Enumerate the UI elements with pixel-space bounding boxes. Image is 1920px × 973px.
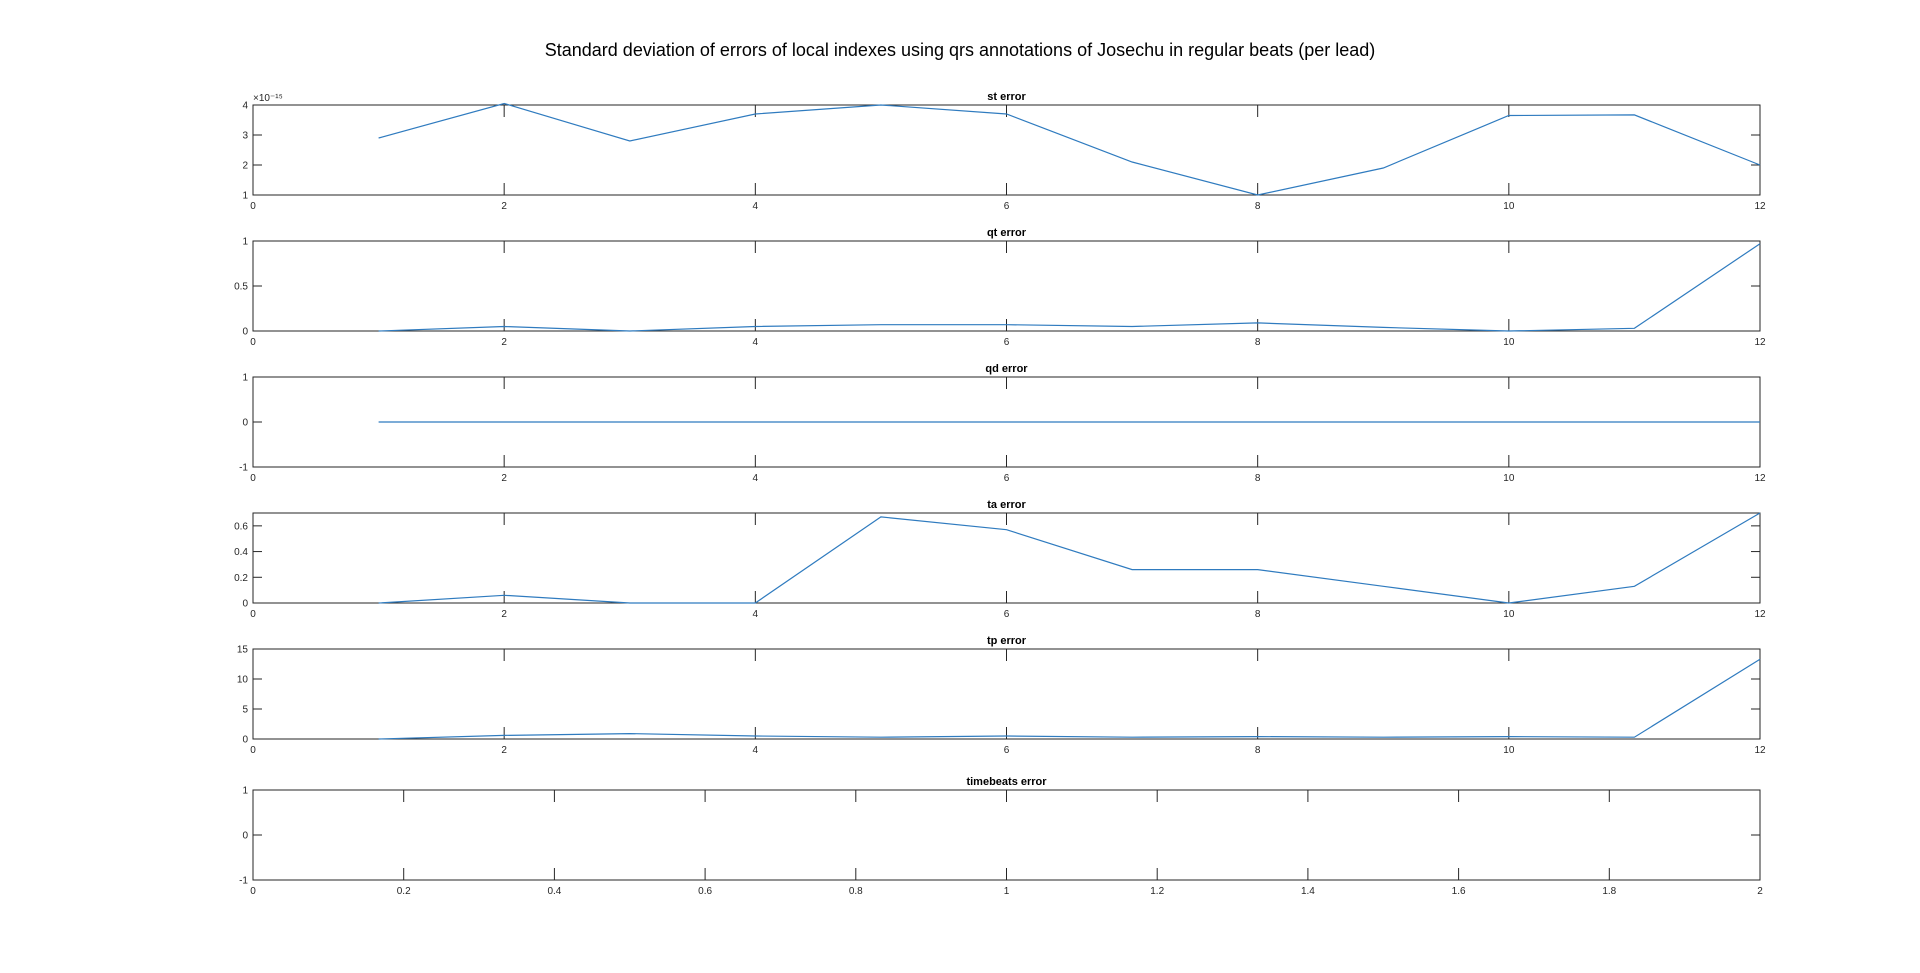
y-tick-label: 1 xyxy=(242,191,248,202)
y-tick-label: 0 xyxy=(242,831,248,842)
x-tick-label: 8 xyxy=(1255,473,1261,484)
x-tick-label: 12 xyxy=(1754,201,1766,212)
axes-box xyxy=(252,240,1761,332)
y-tick-label: 0.4 xyxy=(234,547,248,558)
axes-box xyxy=(252,789,1761,881)
axes-box xyxy=(252,512,1761,604)
y-tick-label: -1 xyxy=(239,876,248,887)
x-tick-label: 4 xyxy=(753,473,759,484)
x-tick-label: 12 xyxy=(1754,609,1766,620)
x-tick-label: 2 xyxy=(501,337,507,348)
subplot-title: st error xyxy=(987,91,1026,103)
y-tick-label: 0 xyxy=(242,327,248,338)
axes-box xyxy=(252,648,1761,740)
y-tick-label: 4 xyxy=(242,101,248,112)
y-tick-label: 0.2 xyxy=(234,573,248,584)
x-tick-label: 1 xyxy=(1004,886,1010,897)
y-tick-label: 0.5 xyxy=(234,282,248,293)
x-tick-label: 0.8 xyxy=(849,886,863,897)
x-tick-label: 10 xyxy=(1503,609,1515,620)
x-tick-label: 1.2 xyxy=(1150,886,1164,897)
subplot-title: tp error xyxy=(987,635,1027,647)
subplot-title: timebeats error xyxy=(966,776,1047,788)
x-tick-label: 0 xyxy=(250,201,256,212)
y-tick-label: 0 xyxy=(242,599,248,610)
x-tick-label: 1.8 xyxy=(1602,886,1616,897)
y-tick-label: 1 xyxy=(242,786,248,797)
series-line xyxy=(378,658,1761,740)
y-tick-label: -1 xyxy=(239,463,248,474)
y-tick-label: 5 xyxy=(242,705,248,716)
x-tick-label: 4 xyxy=(753,337,759,348)
x-tick-label: 0 xyxy=(250,609,256,620)
subplot-5: tp error 0 2 4 6 8 10 12 0 5 10 15 xyxy=(237,635,1766,756)
x-tick-label: 4 xyxy=(753,745,759,756)
y-tick-label: 15 xyxy=(237,645,249,656)
x-tick-label: 10 xyxy=(1503,201,1515,212)
x-tick-label: 2 xyxy=(501,201,507,212)
x-tick-label: 8 xyxy=(1255,745,1261,756)
axes-box xyxy=(252,104,1761,196)
subplot-title: ta error xyxy=(987,499,1026,511)
x-tick-label: 4 xyxy=(753,609,759,620)
x-tick-label: 2 xyxy=(501,745,507,756)
x-tick-label: 10 xyxy=(1503,337,1515,348)
x-tick-label: 6 xyxy=(1004,609,1010,620)
x-tick-label: 10 xyxy=(1503,473,1515,484)
y-tick-label: 1 xyxy=(242,237,248,248)
y-tick-label: 10 xyxy=(237,675,249,686)
x-tick-label: 8 xyxy=(1255,337,1261,348)
x-tick-label: 6 xyxy=(1004,337,1010,348)
y-tick-label: 2 xyxy=(242,161,248,172)
x-tick-label: 0 xyxy=(250,886,256,897)
x-tick-label: 2 xyxy=(501,609,507,620)
x-tick-label: 0 xyxy=(250,745,256,756)
subplot-2: qt error 0 2 4 6 8 10 12 0 0.5 1 xyxy=(234,227,1766,348)
x-tick-label: 12 xyxy=(1754,337,1766,348)
series-line xyxy=(378,243,1761,332)
x-tick-label: 8 xyxy=(1255,609,1261,620)
x-tick-label: 0 xyxy=(250,473,256,484)
x-tick-label: 8 xyxy=(1255,201,1261,212)
x-tick-label: 12 xyxy=(1754,745,1766,756)
x-tick-label: 6 xyxy=(1004,201,1010,212)
y-tick-label: 0.6 xyxy=(234,521,248,532)
y-tick-label: 0 xyxy=(242,418,248,429)
x-tick-label: 10 xyxy=(1503,745,1515,756)
subplot-4: ta error 0 2 4 6 8 10 12 0 0.2 0.4 0.6 xyxy=(234,499,1766,620)
x-tick-label: 6 xyxy=(1004,745,1010,756)
x-tick-label: 0 xyxy=(250,337,256,348)
x-tick-label: 1.4 xyxy=(1301,886,1315,897)
series-line xyxy=(378,512,1761,604)
x-tick-label: 1.6 xyxy=(1452,886,1466,897)
x-tick-label: 2 xyxy=(1757,886,1763,897)
subplot-6: timebeats error 0 0.2 0.4 0.6 0.8 1 1.2 1.4 1.6 1.… xyxy=(239,776,1763,897)
y-tick-label: 1 xyxy=(242,373,248,384)
x-tick-label: 2 xyxy=(501,473,507,484)
x-tick-label: 4 xyxy=(753,201,759,212)
figure-title: Standard deviation of errors of local in… xyxy=(545,40,1376,60)
y-exponent-label: ×10⁻¹⁵ xyxy=(253,93,283,104)
x-tick-label: 0.6 xyxy=(698,886,712,897)
x-tick-label: 12 xyxy=(1754,473,1766,484)
subplot-title: qt error xyxy=(987,227,1027,239)
y-tick-label: 3 xyxy=(242,131,248,142)
y-tick-label: 0 xyxy=(242,735,248,746)
series-line xyxy=(378,102,1761,196)
x-tick-label: 0.4 xyxy=(547,886,561,897)
x-tick-label: 6 xyxy=(1004,473,1010,484)
subplot-title: qd error xyxy=(985,363,1028,375)
x-tick-label: 0.2 xyxy=(397,886,411,897)
